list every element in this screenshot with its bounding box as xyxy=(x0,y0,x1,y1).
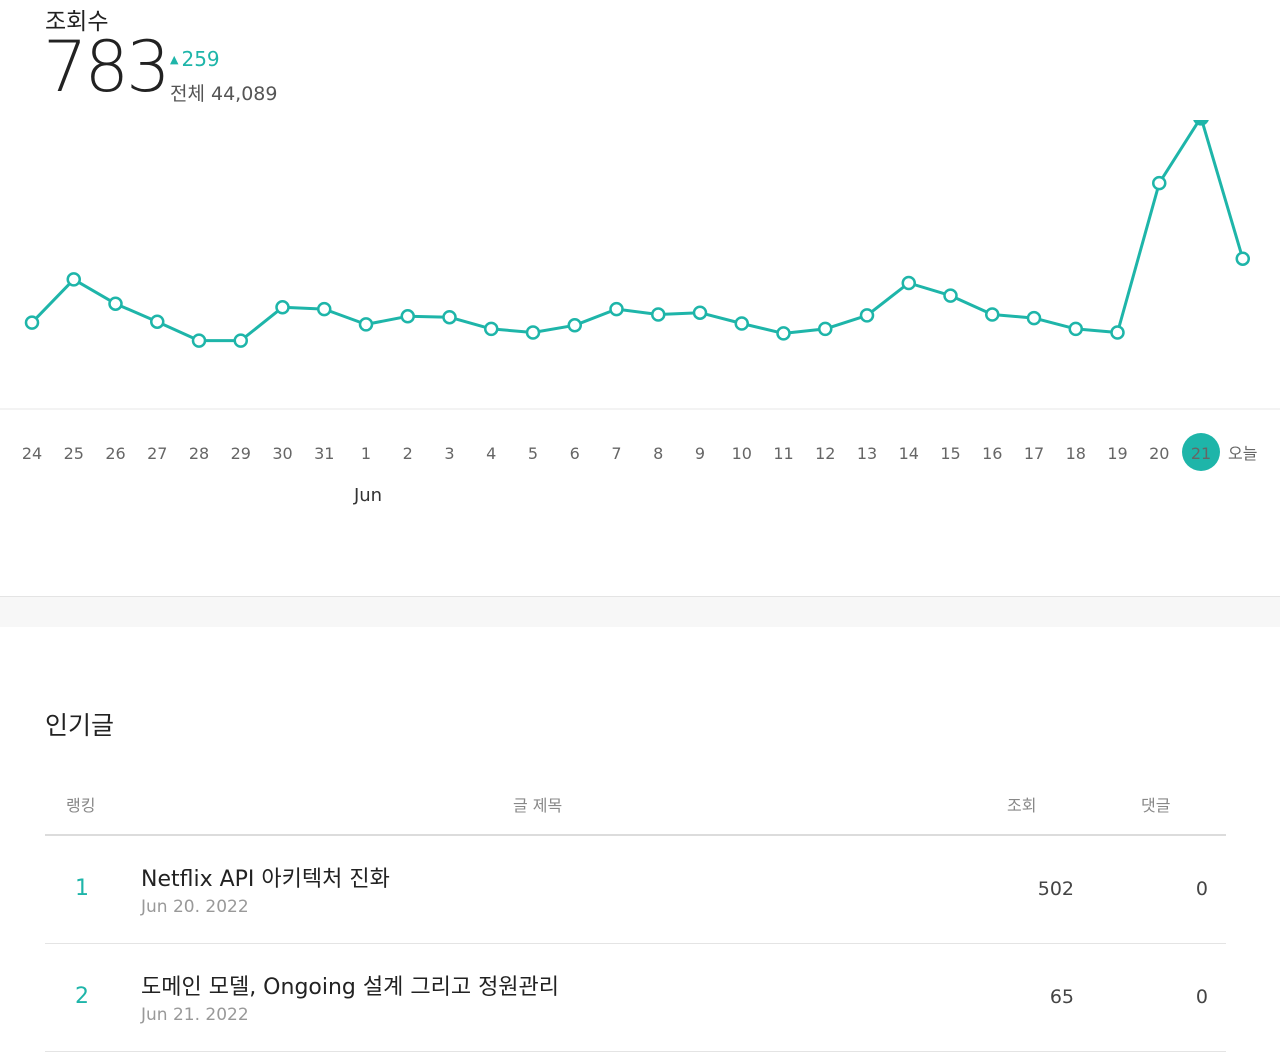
data-point[interactable] xyxy=(609,301,624,317)
row-comments: 0 xyxy=(1195,986,1208,1008)
data-point[interactable] xyxy=(66,272,81,287)
x-tick-label[interactable]: 31 xyxy=(314,444,334,463)
data-point[interactable] xyxy=(108,296,123,311)
data-point[interactable] xyxy=(692,305,708,320)
header-rank: 랭킹 xyxy=(66,796,96,815)
arrow-up-icon: ▲ xyxy=(170,53,179,66)
x-tick-label[interactable]: 18 xyxy=(1066,444,1086,463)
x-tick-label[interactable]: 6 xyxy=(570,444,580,463)
row-views: 65 xyxy=(1049,986,1074,1008)
x-tick-label[interactable]: 12 xyxy=(815,444,835,463)
header-comments: 댓글 xyxy=(1141,796,1171,815)
x-tick-label[interactable]: 27 xyxy=(147,444,167,463)
data-point[interactable] xyxy=(1152,175,1167,191)
row-views: 502 xyxy=(1037,878,1074,900)
month-label: Jun xyxy=(353,485,382,506)
x-tick-label[interactable]: 2 xyxy=(403,444,413,463)
x-tick-label[interactable]: 15 xyxy=(940,444,960,463)
x-tick-label[interactable]: 16 xyxy=(982,444,1002,463)
table-header: 랭킹 글 제목 조회 댓글 xyxy=(45,780,1226,836)
post-title-link[interactable]: 도메인 모델, Ongoing 설계 그리고 정원관리 xyxy=(141,975,560,1000)
data-point[interactable] xyxy=(358,317,374,332)
row-rank: 1 xyxy=(75,876,89,901)
data-point[interactable] xyxy=(1110,325,1125,340)
table-row[interactable]: 1 Netflix API 아키텍처 진화 Jun 20. 2022 502 0 xyxy=(45,836,1226,944)
x-tick-label[interactable]: 5 xyxy=(528,444,538,463)
x-tick-label[interactable]: 8 xyxy=(653,444,663,463)
x-tick-label[interactable]: 17 xyxy=(1024,444,1044,463)
data-point[interactable] xyxy=(150,314,165,329)
views-series-line xyxy=(30,120,1245,343)
data-point[interactable] xyxy=(317,301,332,317)
total-views: 전체 44,089 xyxy=(170,83,278,105)
data-point[interactable] xyxy=(24,315,40,330)
x-tick-label[interactable]: 10 xyxy=(732,444,752,463)
views-delta: ▲ 259 xyxy=(170,47,220,71)
x-tick-label[interactable]: 24 xyxy=(22,444,42,463)
x-tick-label[interactable]: 7 xyxy=(611,444,621,463)
data-point[interactable] xyxy=(525,325,541,340)
data-point[interactable] xyxy=(400,309,415,324)
data-point[interactable] xyxy=(859,308,875,323)
popular-posts-table: 랭킹 글 제목 조회 댓글 1 Netflix API 아키텍처 진화 Jun … xyxy=(45,780,1226,1052)
data-point[interactable] xyxy=(818,321,833,337)
x-tick-label[interactable]: 30 xyxy=(272,444,292,463)
data-point[interactable] xyxy=(567,318,582,333)
x-tick-label[interactable]: 4 xyxy=(486,444,496,463)
x-tick-label[interactable]: 오늘 xyxy=(1228,444,1257,463)
x-tick-label[interactable]: 3 xyxy=(444,444,454,463)
x-tick-label[interactable]: 9 xyxy=(695,444,705,463)
header-views: 조회 xyxy=(1007,796,1037,815)
data-point[interactable] xyxy=(985,307,1000,322)
views-line-chart: 24 25 26 27 28 29 30 31 1 2 3 4 5 6 7 8 9 10 11 12 13 14 15 16 1… xyxy=(0,120,1280,506)
popular-posts-title: 인기글 xyxy=(45,711,115,740)
x-tick-label[interactable]: 13 xyxy=(857,444,877,463)
data-point[interactable] xyxy=(651,307,666,322)
x-tick-label[interactable]: 14 xyxy=(899,444,919,463)
data-point[interactable] xyxy=(191,333,207,348)
post-date: Jun 20. 2022 xyxy=(141,897,249,917)
data-point[interactable] xyxy=(901,275,916,291)
x-tick-label[interactable]: 21 xyxy=(1191,444,1211,463)
stats-title: 조회수 xyxy=(45,9,109,35)
row-comments: 0 xyxy=(1195,878,1208,900)
section-divider xyxy=(0,596,1280,627)
post-date: Jun 21. 2022 xyxy=(141,1005,249,1025)
data-point[interactable] xyxy=(442,309,457,325)
today-views-count: 783 xyxy=(43,26,171,108)
data-point[interactable] xyxy=(776,326,791,341)
data-point[interactable] xyxy=(1235,251,1250,266)
x-tick-label[interactable]: 28 xyxy=(189,444,209,463)
data-point[interactable] xyxy=(233,333,248,348)
x-tick-label[interactable]: 1 xyxy=(361,444,371,463)
data-point[interactable] xyxy=(484,321,499,337)
data-point[interactable] xyxy=(734,316,749,331)
row-rank: 2 xyxy=(75,984,89,1009)
data-point[interactable] xyxy=(1068,321,1083,337)
selected-day-marker[interactable] xyxy=(1182,433,1220,471)
x-tick-label[interactable]: 29 xyxy=(231,444,251,463)
header-title: 글 제목 xyxy=(513,796,563,815)
views-delta-value: 259 xyxy=(181,47,220,71)
x-tick-label[interactable]: 20 xyxy=(1149,444,1169,463)
x-tick-label[interactable]: 19 xyxy=(1107,444,1127,463)
x-tick-label[interactable]: 25 xyxy=(64,444,84,463)
table-row[interactable]: 2 도메인 모델, Ongoing 설계 그리고 정원관리 Jun 21. 20… xyxy=(45,944,1226,1052)
data-point[interactable] xyxy=(1193,120,1209,126)
data-point[interactable] xyxy=(275,300,290,315)
x-tick-label[interactable]: 26 xyxy=(105,444,125,463)
data-point[interactable] xyxy=(943,288,958,303)
x-tick-label[interactable]: 11 xyxy=(773,444,793,463)
data-point[interactable] xyxy=(1026,310,1042,326)
post-title-link[interactable]: Netflix API 아키텍처 진화 xyxy=(141,867,390,892)
